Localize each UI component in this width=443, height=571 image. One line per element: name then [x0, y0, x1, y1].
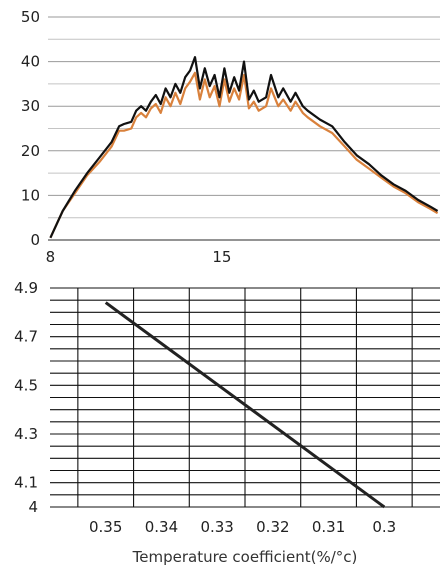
chart2-series [104, 301, 386, 509]
chart2-gridlines [50, 287, 440, 508]
y-tick-label: 4.5 [14, 376, 38, 394]
x-tick-label: 0.31 [312, 518, 345, 536]
y-tick-label: 20 [21, 142, 40, 160]
series-line-1 [104, 301, 386, 509]
chart1-x-tick-labels: 8 15 [46, 248, 232, 266]
y-tick-label: 30 [21, 97, 40, 115]
y-tick-label: 4 [28, 498, 38, 516]
x-tick-label: 0.34 [145, 518, 178, 536]
x-tick-label: 8 [46, 248, 56, 266]
y-tick-label: 50 [21, 8, 40, 26]
y-tick-label: 40 [21, 53, 40, 71]
x-tick-label: 0.33 [200, 518, 233, 536]
chart1-gridlines [48, 16, 440, 241]
chart2-x-tick-labels: 0.35 0.34 0.33 0.32 0.31 0.3 [89, 518, 396, 536]
chart1-series [49, 55, 439, 239]
y-tick-label: 4.9 [14, 279, 38, 297]
x-tick-label: 15 [212, 248, 231, 266]
y-tick-label: 0 [30, 231, 40, 249]
series-line-2 [49, 71, 439, 239]
y-tick-label: 4.1 [14, 474, 38, 492]
y-tick-label: 4.3 [14, 425, 38, 443]
y-tick-label: 4.7 [14, 328, 38, 346]
chart2-y-tick-labels: 4 4.1 4.3 4.5 4.7 4.9 [14, 279, 38, 516]
temperature-coefficient-chart: 44.14.34.54.74.9 0.35 0.34 0.33 0.32 0.31 0.3… [14, 279, 440, 566]
x-tick-label: 0.35 [89, 518, 122, 536]
chart2-x-axis-title: Temperature coefficient(%/°c) [132, 548, 358, 566]
y-tick-label: 10 [21, 186, 40, 204]
power-curve-chart: 0 10 20 30 40 50 8 15 [21, 8, 440, 266]
series-line-1 [49, 55, 439, 239]
chart1-y-tick-labels: 0 10 20 30 40 50 [21, 8, 40, 249]
x-tick-label: 0.32 [256, 518, 289, 536]
x-tick-label: 0.3 [372, 518, 396, 536]
